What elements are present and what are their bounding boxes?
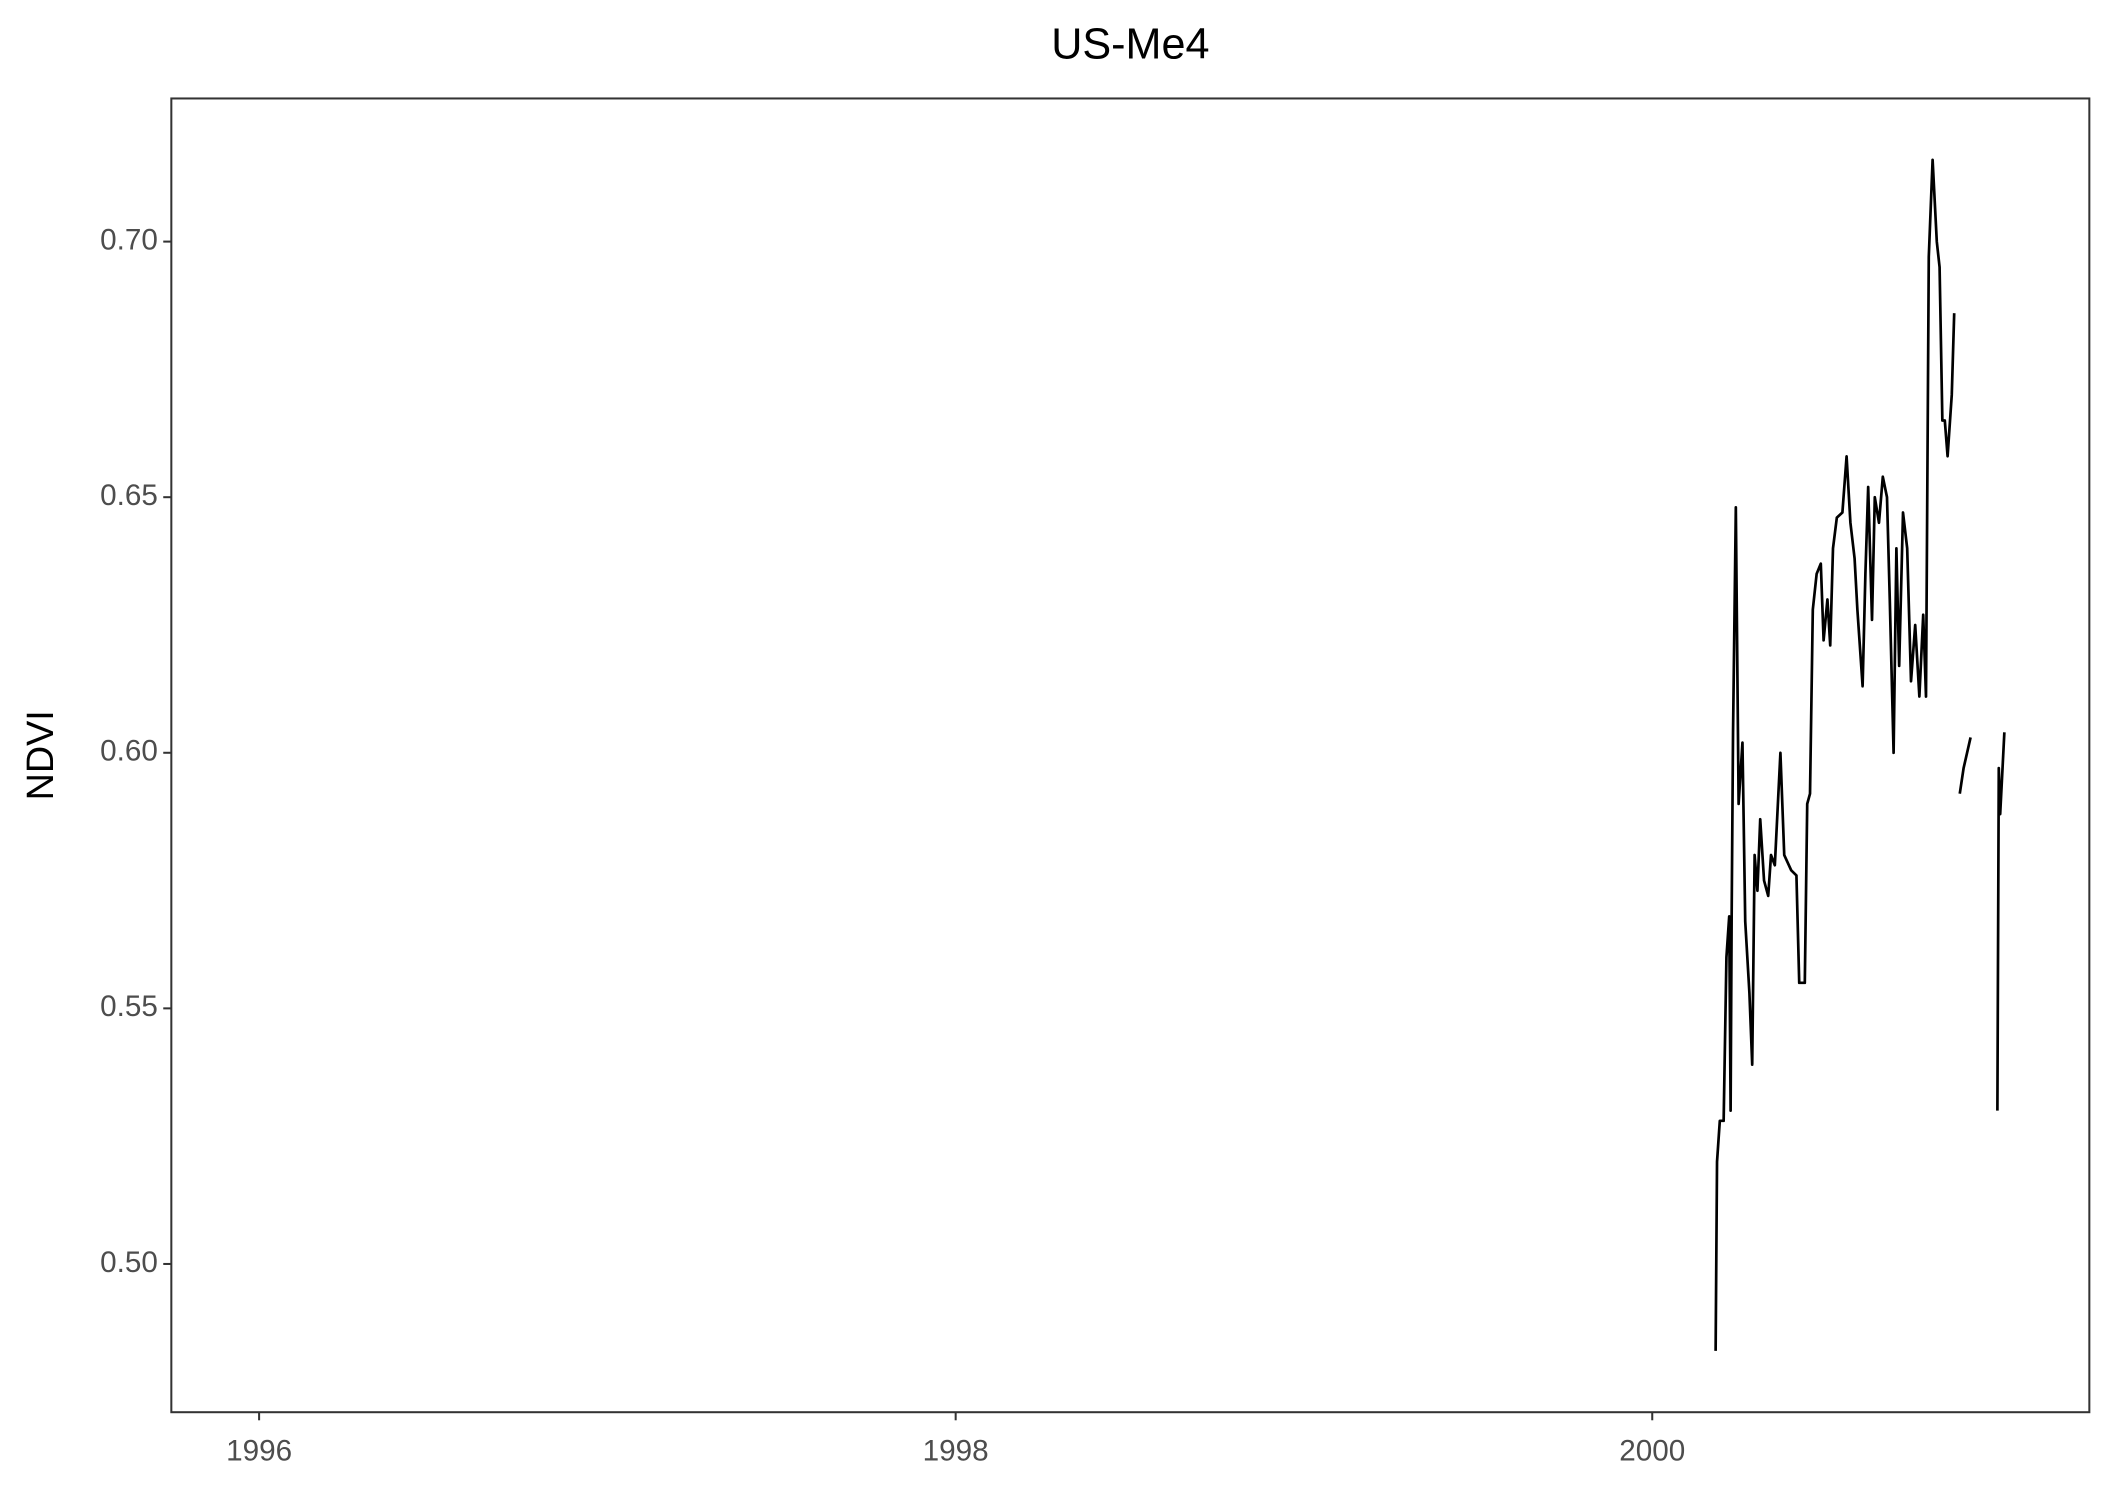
y-tick-label: 0.65: [100, 479, 158, 512]
x-tick-label: 1996: [226, 1435, 292, 1468]
y-tick-label: 0.55: [100, 990, 158, 1023]
data-line: [1714, 158, 2006, 1351]
y-tick-label: 0.50: [100, 1246, 158, 1279]
x-tick-label: 1998: [923, 1435, 989, 1468]
panel-border: [170, 97, 2091, 1414]
x-tick-label: 2000: [1619, 1435, 1685, 1468]
y-tick-label: 0.70: [100, 223, 158, 256]
chart-title: US-Me4: [1051, 21, 1209, 69]
y-axis-label: NDVI: [20, 710, 62, 800]
y-tick-label: 0.60: [100, 735, 158, 768]
